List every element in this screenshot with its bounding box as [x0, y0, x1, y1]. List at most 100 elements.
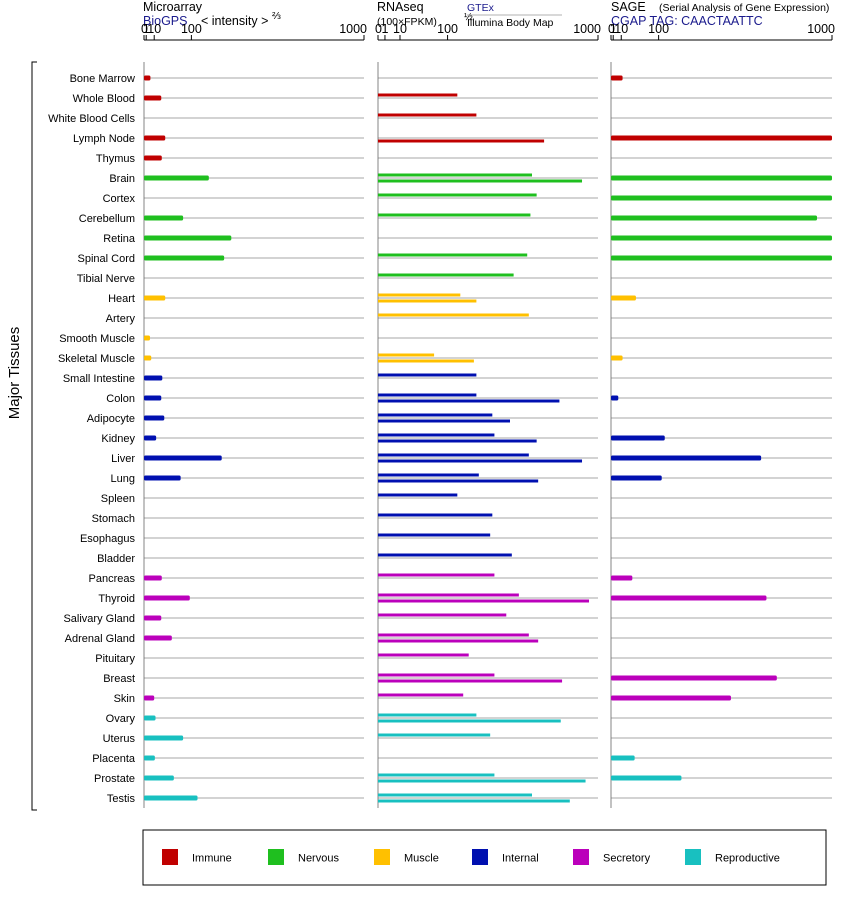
legend-swatch-internal — [472, 849, 488, 865]
bar-microarray-thymus — [144, 155, 162, 161]
x-tick-label: 100 — [437, 22, 458, 36]
bar-rnaseq-kidney-illumina-body-map — [378, 439, 537, 443]
bar-microarray-placenta — [144, 755, 155, 761]
bar-microarray-pancreas — [144, 575, 162, 581]
bar-rnaseq-whole-blood-gtex — [378, 93, 458, 97]
bar-sage-brain — [611, 175, 832, 181]
x-tick-label: 10 — [147, 22, 161, 36]
bar-sage-heart — [611, 295, 636, 301]
legend-item-nervous: Nervous — [268, 849, 339, 865]
tissue-label-prostate: Prostate — [94, 773, 135, 785]
bar-microarray-liver — [144, 455, 222, 461]
tissue-label-ovary: Ovary — [106, 713, 136, 725]
panel-title-sage: SAGE — [611, 0, 646, 14]
bar-microarray-skin — [144, 695, 155, 701]
bar-rnaseq-prostate-gtex — [378, 773, 495, 777]
legend-swatch-reproductive — [685, 849, 701, 865]
bar-rnaseq-skin-gtex — [378, 693, 464, 697]
tissue-label-pancreas: Pancreas — [89, 573, 136, 585]
bar-sage-placenta — [611, 755, 635, 761]
bar-microarray-spinal-cord — [144, 255, 225, 261]
series-label-illumina: Illumina Body Map — [467, 17, 554, 29]
bar-sage-skeletal-muscle — [611, 355, 623, 361]
tissue-label-spleen: Spleen — [101, 493, 135, 505]
bar-sage-retina — [611, 235, 832, 241]
legend: Immune Nervous Muscle Internal Secretory Repr… — [142, 829, 827, 886]
bar-sage-pancreas — [611, 575, 633, 581]
tissue-label-placenta: Placenta — [92, 753, 136, 765]
bar-rnaseq-skeletal-muscle-illumina-body-map — [378, 359, 474, 363]
tissue-labels: Bone Marrow Whole Blood White Blood Cells L… — [48, 73, 136, 805]
bar-sage-cortex — [611, 195, 832, 201]
bar-rnaseq-liver-illumina-body-map — [378, 459, 583, 463]
x-tick-label: 0 — [141, 22, 148, 36]
bar-rnaseq-testis-illumina-body-map — [378, 799, 570, 803]
tissue-label-skeletal-muscle: Skeletal Muscle — [58, 353, 135, 365]
bar-microarray-testis — [144, 795, 198, 801]
bar-microarray-adrenal-gland — [144, 635, 172, 641]
bar-sage-spinal-cord — [611, 255, 832, 261]
tissue-label-bladder: Bladder — [97, 553, 135, 565]
bar-rnaseq-ovary-gtex — [378, 713, 477, 717]
bar-microarray-smooth-muscle — [144, 335, 150, 341]
bar-rnaseq-prostate-illumina-body-map — [378, 779, 586, 783]
x-tick-label: 10 — [614, 22, 628, 36]
x-tick-label: 100 — [181, 22, 202, 36]
tissue-label-cerebellum: Cerebellum — [79, 213, 135, 225]
bar-microarray-thyroid — [144, 595, 190, 601]
bar-microarray-retina — [144, 235, 232, 241]
legend-swatch-immune — [162, 849, 178, 865]
tissue-label-spinal-cord: Spinal Cord — [78, 253, 135, 265]
bar-rnaseq-cerebellum-gtex — [378, 213, 531, 217]
legend-swatch-secretory — [573, 849, 589, 865]
bar-rnaseq-stomach-gtex — [378, 513, 493, 517]
tissue-label-lymph-node: Lymph Node — [73, 133, 135, 145]
bar-microarray-heart — [144, 295, 166, 301]
bar-sage-bone-marrow — [611, 75, 623, 81]
bar-rnaseq-salivary-gland-gtex — [378, 613, 507, 617]
tissue-label-salivary-gland: Salivary Gland — [63, 613, 135, 625]
tissue-label-testis: Testis — [107, 793, 136, 805]
bar-rnaseq-pituitary-gtex — [378, 653, 469, 657]
legend-swatch-muscle — [374, 849, 390, 865]
tissue-label-lung: Lung — [111, 473, 135, 485]
x-tick-label: 1000 — [339, 22, 367, 36]
series-label-gtex: GTEx — [467, 2, 495, 14]
bar-rnaseq-spleen-gtex — [378, 493, 458, 497]
bar-rnaseq-tibial-nerve-gtex — [378, 273, 514, 277]
panel-subtitle-sage-full: (Serial Analysis of Gene Expression) — [659, 2, 829, 14]
tissue-label-pituitary: Pituitary — [95, 653, 135, 665]
bar-rnaseq-colon-illumina-body-map — [378, 399, 560, 403]
bar-rnaseq-breast-gtex — [378, 673, 495, 677]
tissue-label-small-intestine: Small Intestine — [63, 373, 135, 385]
panel-scale-label-rnaseq: (100×FPKM) — [377, 16, 437, 28]
x-tick-label: 1000 — [573, 22, 601, 36]
tissue-label-retina: Retina — [103, 233, 136, 245]
bar-sage-kidney — [611, 435, 665, 441]
bar-sage-liver — [611, 455, 762, 461]
bar-microarray-kidney — [144, 435, 157, 441]
tissue-label-uterus: Uterus — [103, 733, 136, 745]
legend-label-muscle: Muscle — [404, 853, 439, 865]
tissue-label-heart: Heart — [108, 293, 135, 305]
bar-rnaseq-heart-illumina-body-map — [378, 299, 477, 303]
tissue-label-breast: Breast — [103, 673, 135, 685]
panel-title-microarray: Microarray — [143, 0, 203, 14]
tissue-label-adipocyte: Adipocyte — [87, 413, 135, 425]
x-tick-label: 1 — [143, 22, 150, 36]
tissue-label-white-blood-cells: White Blood Cells — [48, 113, 135, 125]
bar-rnaseq-colon-gtex — [378, 393, 477, 397]
bar-microarray-lung — [144, 475, 181, 481]
bar-rnaseq-adrenal-gland-illumina-body-map — [378, 639, 539, 643]
legend-label-immune: Immune — [192, 853, 232, 865]
tissue-label-artery: Artery — [106, 313, 136, 325]
x-tick-label: 0 — [375, 22, 382, 36]
panel-subtitle-cgap-tag: CGAP TAG: CAACTAATTC — [611, 14, 763, 28]
bar-microarray-skeletal-muscle — [144, 355, 152, 361]
bar-microarray-lymph-node — [144, 135, 166, 141]
bar-rnaseq-uterus-gtex — [378, 733, 491, 737]
